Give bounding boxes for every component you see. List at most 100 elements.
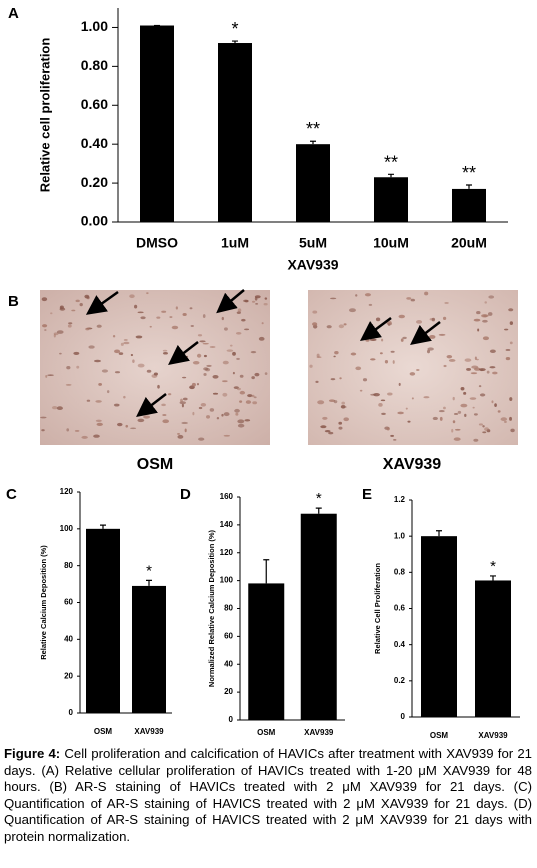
cell [340, 406, 347, 408]
y-tick-label: 20 [224, 687, 233, 696]
cell [312, 322, 318, 326]
cell [489, 349, 496, 354]
y-tick-label: 100 [60, 524, 74, 533]
y-tick-label: 160 [220, 492, 234, 501]
cell [162, 351, 168, 355]
cell [223, 434, 231, 437]
cell [182, 376, 187, 379]
cell [473, 318, 481, 322]
bar [132, 585, 166, 713]
cell [237, 308, 242, 313]
panel-letter: B [8, 293, 19, 310]
cell [343, 417, 349, 422]
cell [411, 397, 414, 400]
cell [239, 400, 243, 403]
cell [463, 391, 467, 395]
cell [453, 437, 461, 441]
cell [182, 397, 188, 401]
cell [212, 392, 219, 395]
cell [59, 352, 62, 355]
cell [161, 310, 167, 313]
y-tick-label: 80 [64, 561, 73, 570]
cell [398, 314, 406, 319]
y-axis-label: Relative Calcium Deposition (%) [39, 545, 48, 660]
cell [452, 396, 455, 401]
cell [364, 293, 371, 297]
cell [446, 354, 453, 359]
cell [59, 305, 64, 310]
cell [88, 345, 95, 349]
cell [486, 370, 490, 374]
cell [96, 324, 102, 328]
y-tick-label: 40 [64, 634, 73, 643]
cell [320, 425, 327, 429]
error-bar [388, 173, 394, 178]
cell [315, 380, 319, 383]
cell [134, 304, 138, 309]
y-tick-label: 140 [220, 520, 234, 529]
error-bar [100, 524, 106, 529]
cell [438, 410, 445, 413]
y-tick-label: 1.0 [394, 531, 406, 540]
cell [203, 354, 207, 358]
cell [349, 308, 356, 313]
cell [477, 328, 480, 332]
cell [184, 428, 187, 433]
cell [503, 420, 507, 423]
cell [181, 403, 184, 408]
cell [182, 312, 187, 317]
cell [464, 358, 472, 362]
cell [355, 366, 362, 371]
cell [491, 400, 494, 404]
cell [198, 406, 203, 410]
cell [330, 378, 336, 381]
cell [95, 400, 102, 403]
bar [140, 25, 174, 222]
cell [44, 329, 47, 331]
y-tick-label: 0.8 [394, 567, 406, 576]
cell [416, 320, 423, 324]
cell [177, 434, 184, 439]
cell [333, 400, 338, 404]
y-tick-label: 120 [220, 548, 234, 557]
significance: ** [384, 152, 398, 172]
cell [140, 316, 146, 320]
cell [324, 430, 331, 433]
cell [448, 359, 456, 362]
y-tick-label: 1.00 [81, 18, 108, 34]
cell [221, 380, 228, 383]
y-tick-label: 60 [224, 631, 233, 640]
cell [86, 296, 90, 300]
cell [322, 416, 328, 420]
cell [106, 390, 110, 394]
cell [407, 420, 411, 423]
cell [73, 351, 80, 355]
cell [350, 352, 357, 356]
error-bar [263, 559, 270, 584]
cell [368, 303, 373, 306]
cell [65, 383, 72, 386]
cell [209, 346, 216, 348]
error-bar [315, 507, 322, 514]
cell [375, 317, 381, 322]
cell [132, 359, 135, 363]
cell [81, 435, 88, 439]
cell [397, 411, 404, 415]
cell [45, 375, 48, 378]
cell [355, 294, 358, 297]
cell [258, 336, 265, 341]
cell [203, 367, 209, 371]
cell [243, 299, 249, 303]
cell [197, 334, 203, 337]
cell [460, 387, 465, 391]
cell [402, 336, 407, 340]
cell [96, 422, 103, 426]
cell [190, 325, 194, 327]
cell [359, 389, 363, 392]
cell [338, 324, 345, 329]
cell [365, 338, 370, 342]
cell [416, 369, 420, 371]
x-tick-label: 10uM [373, 235, 409, 251]
cell [457, 410, 462, 414]
cell [510, 428, 515, 433]
